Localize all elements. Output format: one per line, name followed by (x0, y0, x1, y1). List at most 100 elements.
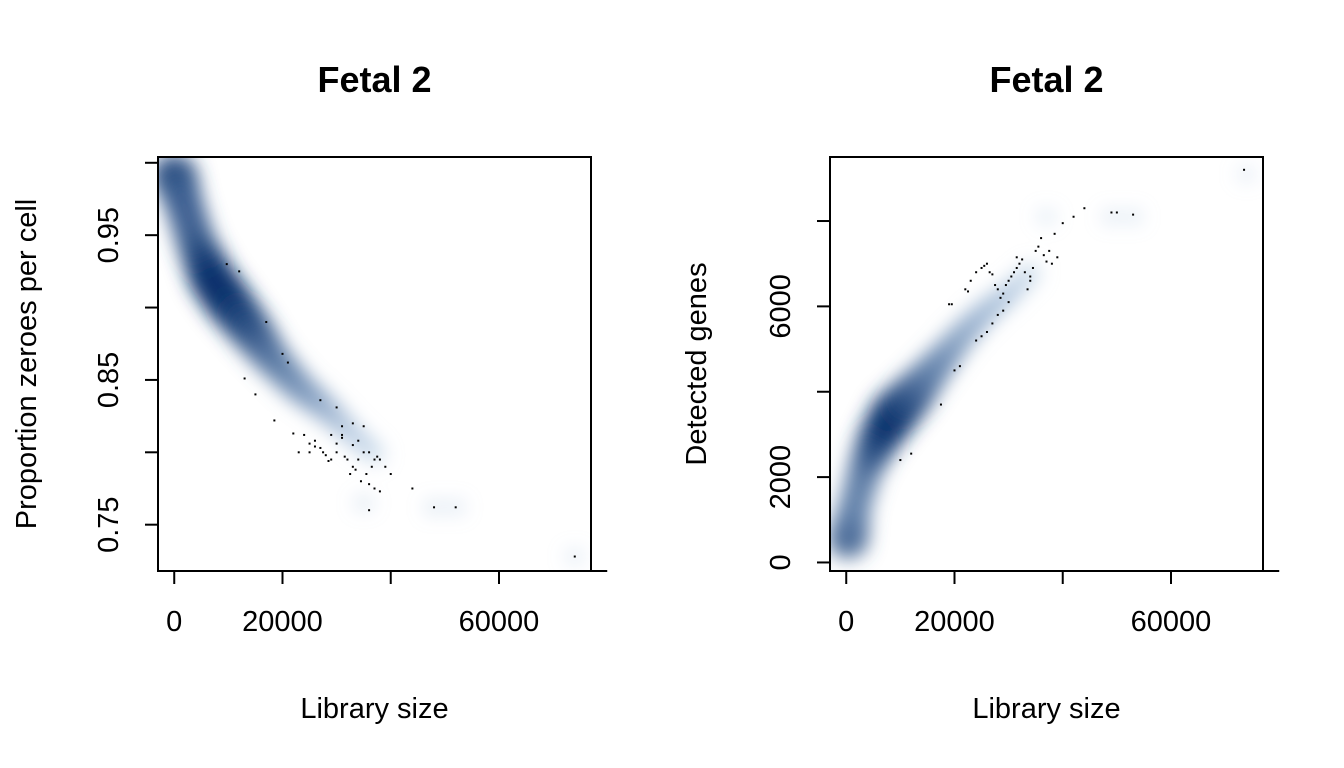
panel-zeroes-point (308, 442, 311, 445)
panel-zeroes-y-label: Proportion zeroes per cell (11, 199, 43, 529)
panel-genes-density-blob (1036, 208, 1057, 225)
panel-zeroes-point (330, 458, 333, 461)
panel-genes-point (1002, 292, 1005, 295)
panel-genes-x-axis: 0 20000 60000 (838, 570, 1280, 638)
panel-zeroes-point (368, 483, 371, 486)
panel-genes-y-tick-label: 2000 (765, 445, 797, 510)
panel-zeroes-density-cell (365, 444, 388, 467)
panel-genes-point (980, 335, 983, 338)
panel-genes-point (996, 288, 999, 291)
panel-genes-point (1083, 207, 1086, 210)
panel-genes-x-tick-label: 60000 (1131, 606, 1212, 638)
panel-zeroes-point (297, 451, 300, 454)
panel-zeroes-point (335, 451, 338, 454)
panel-genes-point (1013, 271, 1016, 274)
panel-genes-y-tick-label: 0 (765, 554, 797, 570)
panel-zeroes-point (357, 439, 360, 442)
panel-genes-density (830, 166, 1257, 561)
panel-genes: Fetal 2 0 20000 60000 0 2000 6000 Library si… (681, 59, 1280, 725)
panel-zeroes-point (335, 406, 338, 409)
panel-genes-point (991, 273, 994, 276)
panel-zeroes-point (378, 458, 381, 461)
panel-zeroes-point (341, 425, 344, 428)
panel-zeroes-points (225, 263, 576, 558)
panel-zeroes-point (265, 321, 268, 324)
panel-zeroes-y-tick-label: 0.95 (93, 207, 125, 263)
panel-genes-point (1018, 262, 1021, 265)
panel-genes-point (1050, 262, 1053, 265)
panel-zeroes-density (158, 157, 585, 565)
panel-genes-density-blob (1101, 208, 1122, 225)
panel-zeroes-point (351, 465, 354, 468)
panel-genes-point (1021, 258, 1024, 261)
panel-genes-point (1007, 279, 1010, 282)
panel-genes-point (1110, 211, 1113, 214)
panel-zeroes-point (273, 419, 276, 422)
panel-zeroes-point (313, 445, 316, 448)
panel-genes-point (1026, 288, 1029, 291)
panel-zeroes-point (335, 442, 338, 445)
panel-genes-point (985, 330, 988, 333)
panel-genes-y-tick-label: 6000 (765, 274, 797, 339)
panel-zeroes-point (286, 361, 289, 364)
panel-genes-point (1029, 275, 1032, 278)
panel-zeroes-point (351, 444, 354, 447)
panel-genes-point (950, 303, 953, 306)
panel-genes-point (969, 279, 972, 282)
panel-genes-point (967, 290, 970, 293)
panel-zeroes-x-tick-label: 20000 (242, 606, 323, 638)
panel-genes-x-tick-label: 20000 (914, 606, 995, 638)
panel-zeroes-point (292, 432, 295, 435)
panel-zeroes-point (370, 465, 373, 468)
panel-zeroes-point (324, 454, 327, 457)
panel-genes-y-axis: 0 2000 6000 (765, 220, 831, 571)
panel-genes-point (999, 296, 1002, 299)
panel-genes-point (1010, 275, 1013, 278)
panel-genes-point (996, 313, 999, 316)
panel-genes-point (1115, 211, 1118, 214)
panel-zeroes-point (411, 487, 414, 490)
panel-genes-point (1029, 279, 1032, 282)
panel-genes-point (899, 459, 902, 462)
panel-zeroes-y-axis: 0.75 0.85 0.95 (93, 161, 159, 553)
panel-genes-point (988, 271, 991, 274)
panel-genes-point (991, 322, 994, 325)
panel-zeroes-point (354, 468, 357, 471)
panel-zeroes-density-blob (353, 494, 374, 511)
panel-genes-density-blob (1236, 166, 1257, 183)
panel-genes-point (1002, 309, 1005, 312)
panel-genes-point (985, 262, 988, 265)
panel-genes-point (975, 271, 978, 274)
panel-genes-point (975, 339, 978, 342)
panel-genes-point (1048, 249, 1051, 252)
panel-zeroes-point (454, 506, 457, 509)
panel-zeroes-point (368, 509, 371, 512)
panel-zeroes-point (365, 473, 368, 476)
panel-zeroes-y-tick-label: 0.85 (93, 352, 125, 408)
panel-zeroes-point (389, 473, 392, 476)
panel-zeroes-point (433, 506, 436, 509)
panel-zeroes-point (362, 451, 365, 454)
panel-genes-point (1072, 215, 1075, 218)
panel-zeroes-point (373, 487, 376, 490)
panel-genes-point (953, 369, 956, 372)
panel-zeroes-point (225, 263, 228, 266)
panel-genes-point (1132, 213, 1135, 216)
panel-genes-point (1015, 266, 1018, 269)
panel-genes-point (1243, 168, 1246, 171)
panel-genes-point (983, 264, 986, 267)
panel-zeroes-x-tick-label: 0 (166, 606, 182, 638)
panel-genes-point (910, 452, 913, 455)
panel-zeroes-point (378, 490, 381, 493)
panel-genes-point (1034, 249, 1037, 252)
panel-zeroes-point (359, 480, 362, 483)
panel-genes-point (1042, 254, 1045, 257)
panel-genes-point (1045, 260, 1048, 263)
panel-zeroes-point (573, 555, 576, 558)
panel-genes-point (948, 303, 951, 306)
panel-zeroes-y-tick-label: 0.75 (93, 496, 125, 552)
panel-genes-title: Fetal 2 (989, 59, 1103, 100)
panel-genes-point (1037, 245, 1040, 248)
panel-genes-point (1004, 284, 1007, 287)
panel-zeroes-point (308, 451, 311, 454)
